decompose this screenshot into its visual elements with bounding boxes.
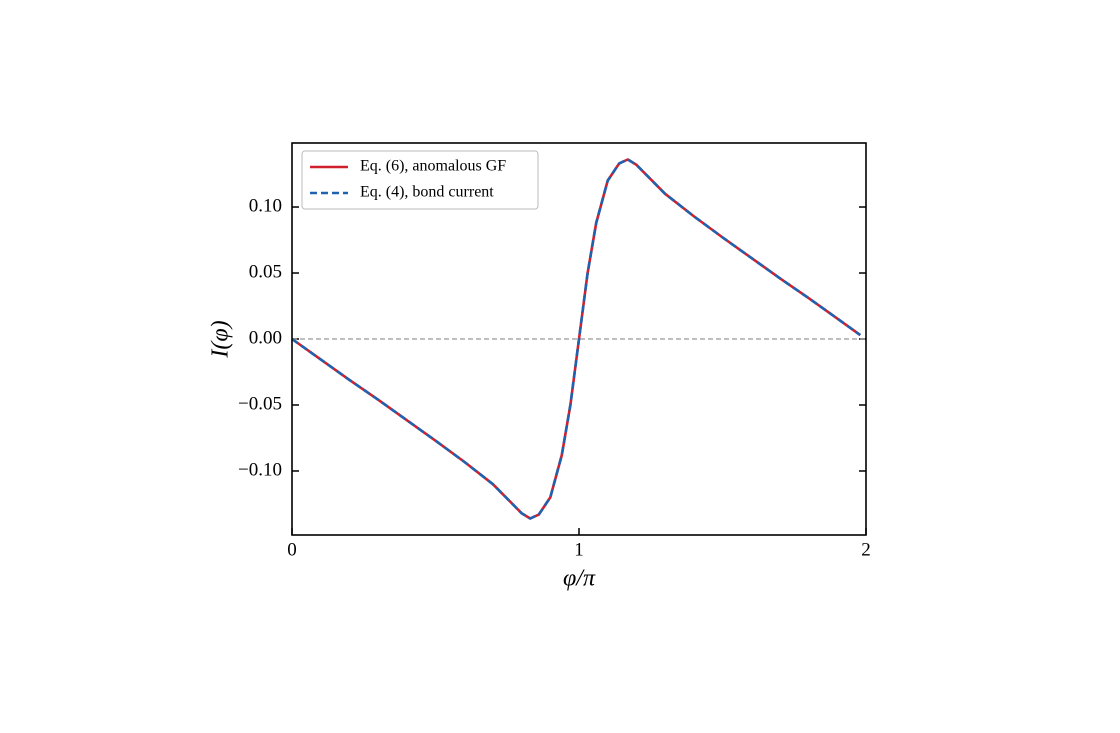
legend-box xyxy=(301,150,539,210)
y-tick-label: −0.10 xyxy=(238,459,282,480)
x-tick-label: 1 xyxy=(574,539,584,560)
y-tick-label: 0.00 xyxy=(249,327,282,348)
legend-label: Eq. (4), bond current xyxy=(360,184,494,201)
x-tick-label: 2 xyxy=(861,539,871,560)
y-tick-label: 0.10 xyxy=(249,195,282,216)
y-axis-label: I(φ) xyxy=(208,320,234,358)
y-tick-label: −0.05 xyxy=(238,393,282,414)
x-tick-label: 0 xyxy=(287,539,297,560)
plot-frame xyxy=(291,142,867,536)
legend-label: Eq. (6), anomalous GF xyxy=(360,158,506,175)
series-line xyxy=(291,158,862,520)
x-axis-label: φ/π xyxy=(563,566,596,592)
y-tick-label: 0.05 xyxy=(249,261,282,282)
